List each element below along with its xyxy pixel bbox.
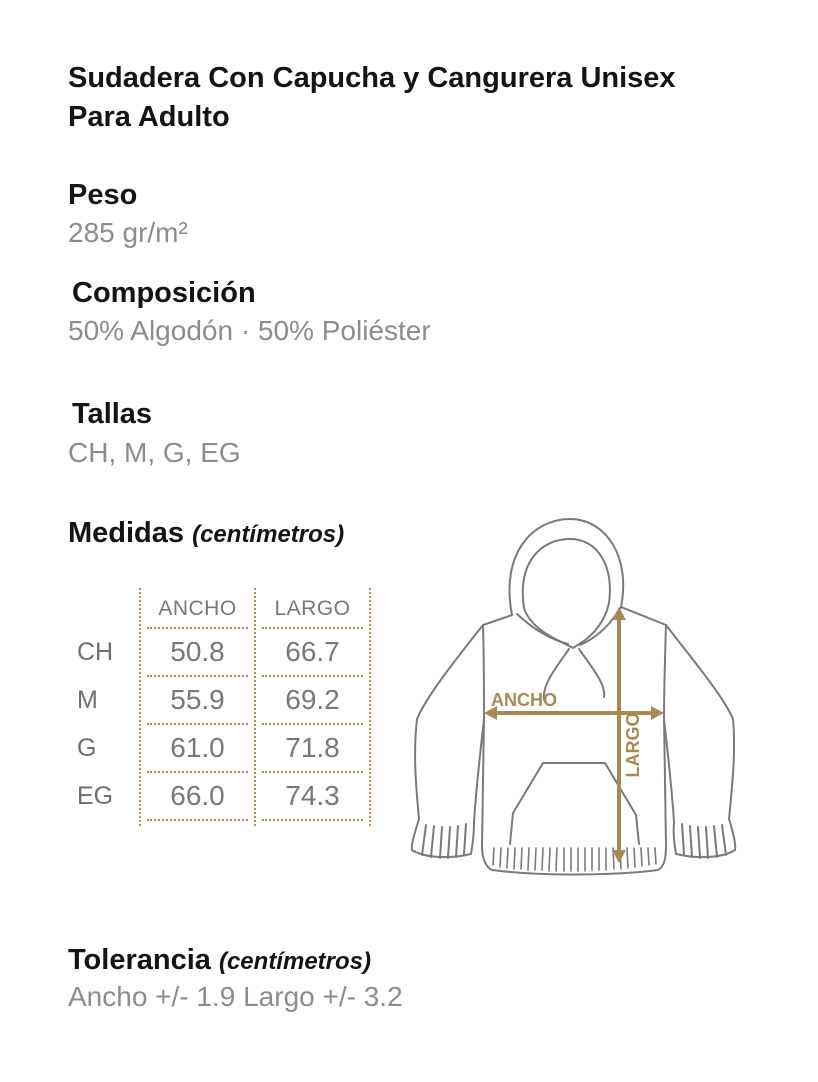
composicion-value: 50% Algodón · 50% Poliéster — [68, 315, 431, 346]
column-header-ancho: ANCHO — [140, 590, 255, 629]
cell-eg-largo: 74.3 — [255, 772, 370, 821]
medidas-heading: Medidas (centímetros) — [68, 518, 344, 550]
row-label-g: G — [77, 733, 97, 762]
composicion-heading: Composición — [72, 277, 256, 309]
cell-g-ancho: 61.0 — [140, 724, 255, 773]
row-label-m: M — [77, 685, 98, 714]
cell-ch-largo: 66.7 — [255, 628, 370, 677]
page-title: Sudadera Con Capucha y Cangurera Unisex … — [68, 62, 676, 133]
table-vertical-divider — [254, 588, 256, 826]
cell-m-ancho: 55.9 — [140, 676, 255, 725]
tolerancia-value: Ancho +/- 1.9 Largo +/- 3.2 — [68, 981, 403, 1012]
row-label-ch: CH — [77, 637, 114, 666]
cell-g-largo: 71.8 — [255, 724, 370, 773]
table-corner-cell — [75, 590, 140, 628]
hoodie-diagram: ANCHO LARGO — [410, 518, 737, 876]
tolerancia-unit-note: (centímetros) — [218, 948, 371, 975]
width-arrow — [484, 706, 664, 720]
hem-rib-lines — [492, 847, 657, 872]
medidas-heading-text: Medidas — [68, 517, 185, 549]
tallas-heading: Tallas — [72, 398, 153, 430]
tolerancia-heading: Tolerancia (centímetros) — [68, 945, 371, 977]
peso-value: 285 gr/m² — [68, 217, 188, 248]
table-vertical-divider — [369, 588, 371, 826]
length-arrow-label: LARGO — [623, 713, 643, 778]
cell-eg-ancho: 66.0 — [140, 772, 255, 821]
size-table: ANCHO LARGO CH 50.8 66.7 M 55.9 69.2 G 6… — [75, 588, 375, 828]
column-header-largo: LARGO — [255, 590, 370, 629]
hoodie-outline-illustration — [410, 518, 737, 876]
cell-ch-ancho: 50.8 — [140, 628, 255, 677]
table-vertical-divider — [139, 588, 141, 826]
size-table-grid: ANCHO LARGO CH 50.8 66.7 M 55.9 69.2 G 6… — [75, 590, 370, 821]
medidas-unit-note: (centímetros) — [192, 521, 345, 548]
tolerancia-heading-text: Tolerancia — [68, 944, 211, 976]
tallas-value: CH, M, G, EG — [68, 437, 241, 468]
length-arrow — [612, 607, 626, 863]
cell-m-largo: 69.2 — [255, 676, 370, 725]
peso-heading: Peso — [68, 179, 138, 211]
row-label-eg: EG — [77, 781, 114, 810]
width-arrow-label: ANCHO — [491, 690, 557, 710]
